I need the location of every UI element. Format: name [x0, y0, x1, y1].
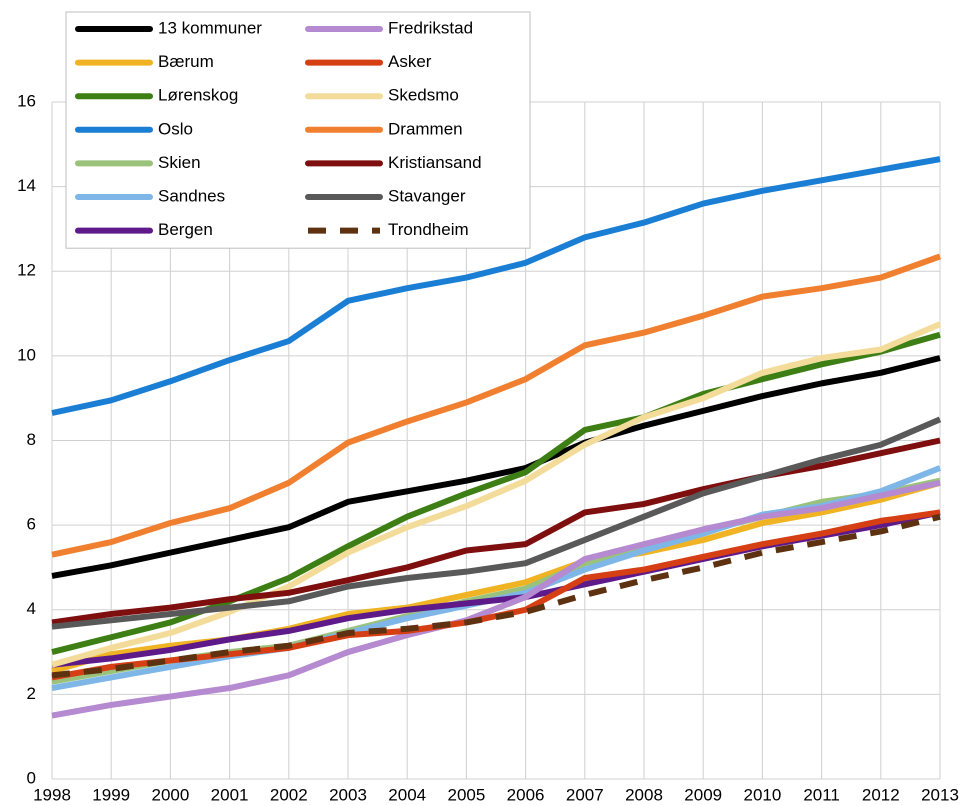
y-tick-label: 12	[17, 261, 36, 280]
legend-label: Stavanger	[388, 186, 466, 205]
legend-label: Bærum	[158, 52, 214, 71]
legend-label: Bergen	[158, 220, 213, 239]
series-line	[51, 321, 942, 668]
y-tick-label: 10	[17, 345, 36, 364]
y-tick-label: 4	[27, 599, 36, 618]
legend-label: Asker	[388, 52, 432, 71]
y-tick-label: 6	[27, 515, 36, 534]
legend-label: Fredrikstad	[388, 18, 473, 37]
x-tick-label: 2013	[921, 785, 959, 804]
series-line	[51, 355, 941, 579]
x-tick-label: 2010	[743, 785, 781, 804]
x-tick-label: 2002	[270, 785, 308, 804]
legend-label: 13 kommuner	[158, 18, 262, 37]
legend-label: Kristiansand	[388, 153, 482, 172]
x-tick-label: 2004	[388, 785, 426, 804]
y-tick-label: 2	[27, 684, 36, 703]
x-tick-label: 2012	[862, 785, 900, 804]
x-tick-label: 2006	[507, 785, 545, 804]
x-tick-label: 2008	[625, 785, 663, 804]
x-tick-label: 2001	[211, 785, 249, 804]
series-line	[51, 479, 941, 719]
legend-label: Skien	[158, 153, 201, 172]
series-line	[51, 437, 941, 626]
legend-label: Sandnes	[158, 186, 225, 205]
x-tick-label: 2011	[803, 785, 840, 804]
series-line	[51, 513, 941, 679]
x-tick-label: 2005	[447, 785, 485, 804]
legend-label: Oslo	[158, 119, 193, 138]
series-line	[51, 465, 942, 691]
legend-label: Lørenskog	[158, 86, 238, 105]
y-tick-label: 16	[17, 91, 36, 110]
x-tick-label: 1999	[92, 785, 130, 804]
x-tick-label: 2009	[684, 785, 722, 804]
legend-label: Skedsmo	[388, 86, 459, 105]
x-tick-label: 2007	[566, 785, 604, 804]
legend-label: Trondheim	[388, 220, 469, 239]
series-line	[51, 156, 941, 416]
x-tick-label: 2000	[151, 785, 189, 804]
y-tick-label: 14	[17, 176, 36, 195]
y-tick-label: 8	[27, 430, 36, 449]
y-tick-label: 0	[27, 768, 36, 787]
series-line	[51, 416, 942, 630]
x-tick-label: 2003	[329, 785, 367, 804]
series-line	[51, 253, 942, 558]
legend-label: Drammen	[388, 119, 463, 138]
x-tick-label: 1998	[33, 785, 71, 804]
